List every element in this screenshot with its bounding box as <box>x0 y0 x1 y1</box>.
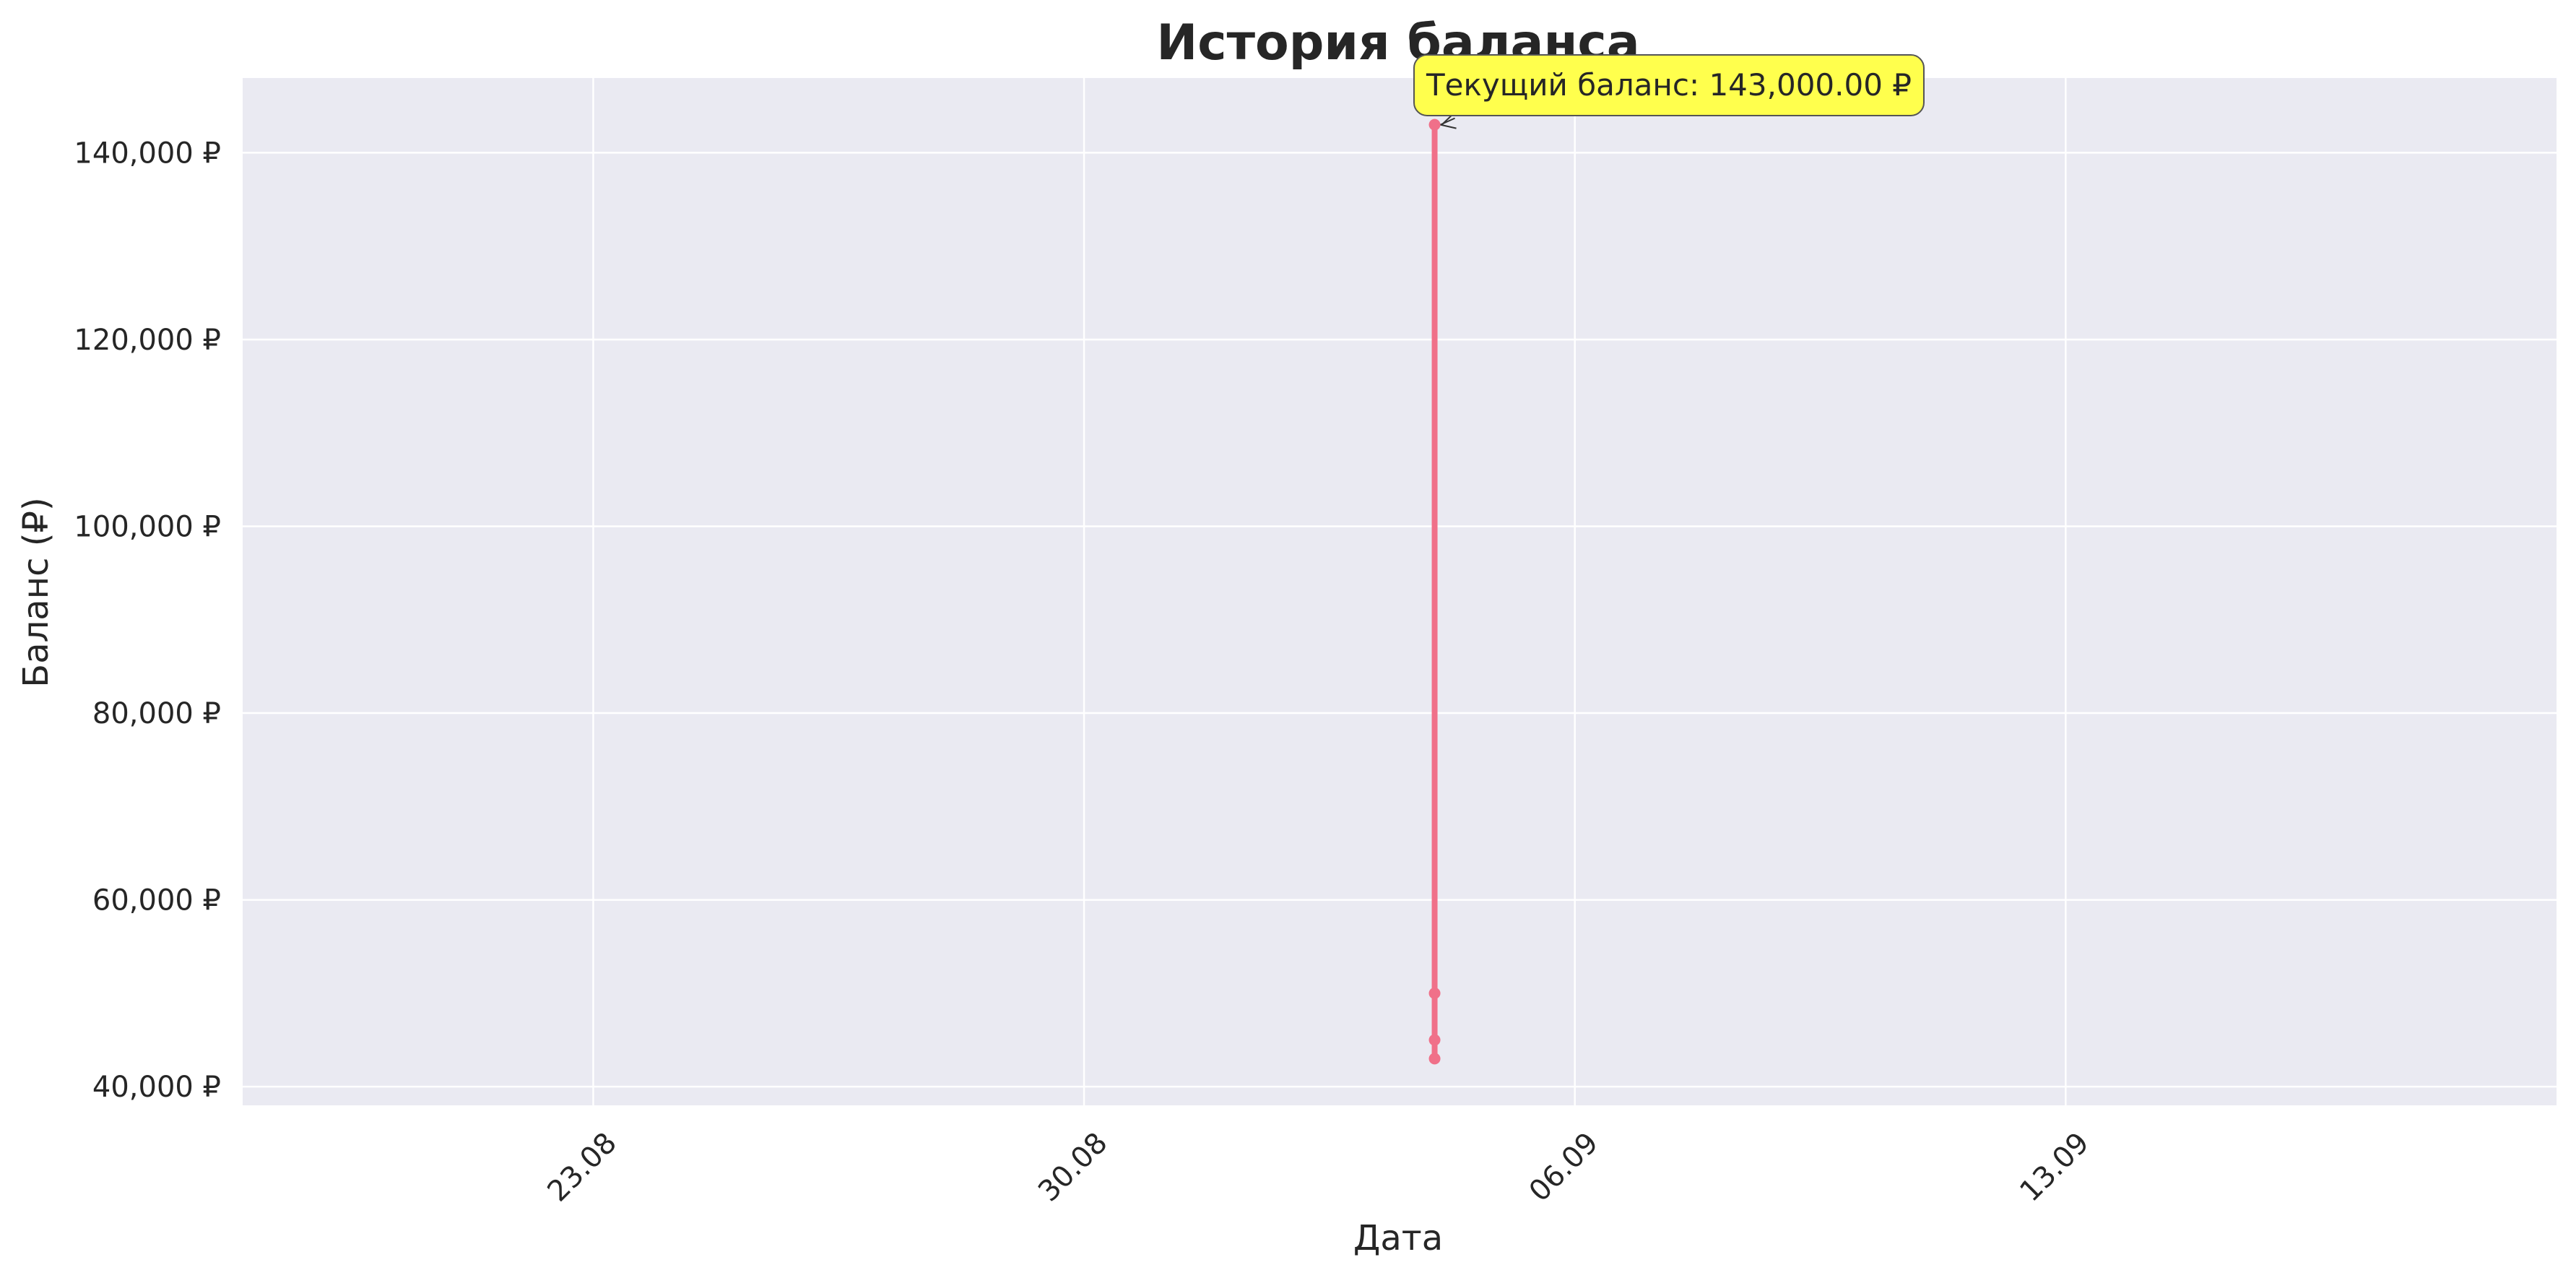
y-tick-label: 60,000 ₽ <box>92 884 221 918</box>
plot-area <box>243 78 2557 1105</box>
x-axis-label: Дата <box>1353 1218 1443 1258</box>
x-tick-label: 13.09 <box>2013 1126 2096 1209</box>
y-tick-label: 140,000 ₽ <box>74 137 221 170</box>
y-tick-label: 40,000 ₽ <box>92 1071 221 1104</box>
x-tick-label: 23.08 <box>541 1126 623 1209</box>
x-tick-label: 06.09 <box>1523 1126 1605 1209</box>
data-point <box>1428 1053 1441 1065</box>
x-tick-label: 30.08 <box>1032 1126 1114 1209</box>
annotation-arrowhead <box>1440 117 1457 129</box>
annotation-box <box>1413 54 1925 116</box>
annotation-text: Текущий баланс: 143,000.00 ₽ <box>1426 67 1912 103</box>
y-axis-ticks: 40,000 ₽ 60,000 ₽ 80,000 ₽ 100,000 ₽ 120,000… <box>74 137 221 1104</box>
series-layer <box>1428 118 1441 1065</box>
y-tick-label: 100,000 ₽ <box>74 511 221 544</box>
x-axis-ticks: 23.08 30.08 06.09 13.09 <box>541 1126 2095 1209</box>
y-tick-label: 120,000 ₽ <box>74 324 221 357</box>
grid-lines <box>243 78 2557 1105</box>
data-point <box>1428 118 1441 131</box>
data-point <box>1428 1034 1441 1046</box>
y-axis-label: Баланс (₽) <box>16 497 56 687</box>
y-tick-label: 80,000 ₽ <box>92 697 221 730</box>
annotation-layer: Текущий баланс: 143,000.00 ₽ <box>1413 54 1925 129</box>
data-point <box>1428 987 1441 999</box>
